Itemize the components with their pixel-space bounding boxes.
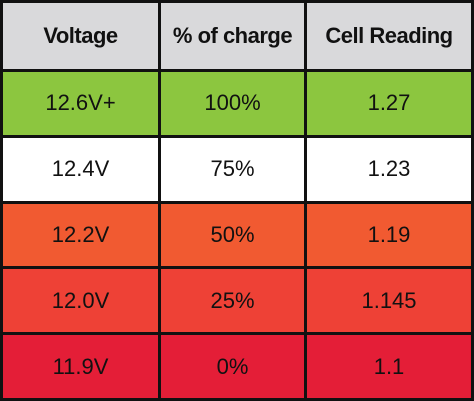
table-cell: 0%	[161, 335, 304, 398]
table-cell: 1.19	[307, 203, 471, 267]
header-cell: Cell Reading	[307, 3, 471, 69]
table-cell: 1.145	[307, 269, 471, 333]
table-cell: 25%	[161, 269, 304, 333]
table-cell: 12.0V	[3, 269, 158, 333]
table-cell: 1.1	[307, 335, 471, 398]
table-cell: 1.23	[307, 137, 471, 201]
header-cell: % of charge	[161, 3, 304, 69]
header-cell: Voltage	[3, 3, 158, 69]
table-cell: 75%	[161, 137, 304, 201]
table-cell: 12.4V	[3, 137, 158, 201]
table-cell: 12.2V	[3, 203, 158, 267]
table-cell: 50%	[161, 203, 304, 267]
table-cell: 1.27	[307, 72, 471, 135]
table-cell: 12.6V+	[3, 72, 158, 135]
table-cell: 11.9V	[3, 335, 158, 398]
table-cell: 100%	[161, 72, 304, 135]
